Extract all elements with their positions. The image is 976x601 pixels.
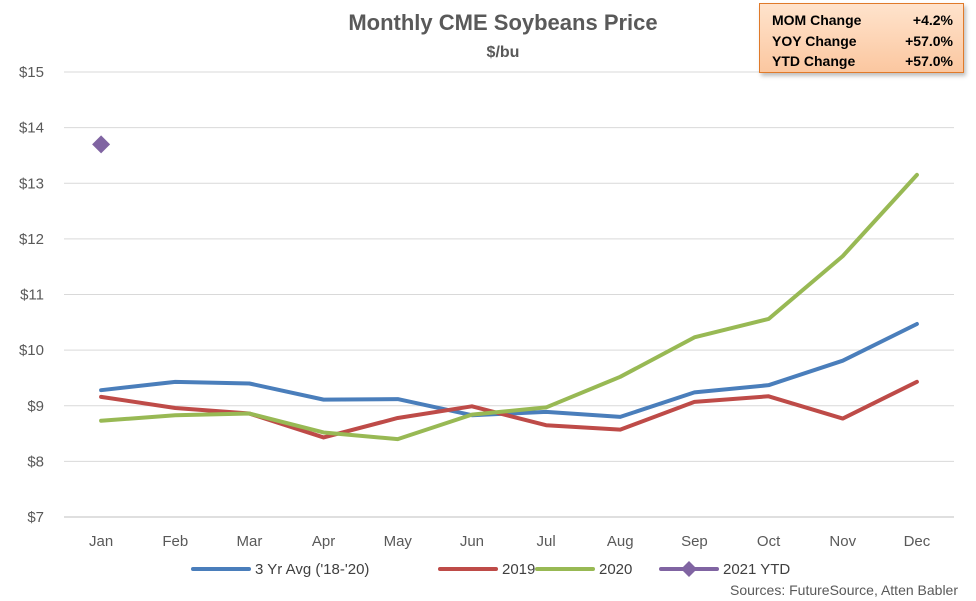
series-line-2 <box>99 172 919 442</box>
x-tick-label: Aug <box>607 533 634 550</box>
y-tick-label: $15 <box>19 64 44 81</box>
x-tick-label: Sep <box>681 533 708 550</box>
x-tick-label: Jan <box>89 533 113 550</box>
legend-item: 2020 <box>535 561 632 578</box>
legend-label: 2021 YTD <box>723 561 790 578</box>
chart-subtitle: $/bu <box>487 44 520 61</box>
x-tick-label: Jun <box>460 533 484 550</box>
series-line-0 <box>99 321 919 419</box>
stat-label: MOM Change <box>772 12 862 28</box>
x-tick-label: May <box>384 533 413 550</box>
series-lines <box>92 135 919 442</box>
stat-label: YTD Change <box>772 53 856 69</box>
stat-value: +4.2% <box>912 12 953 28</box>
series-point-2021-ytd <box>92 135 111 154</box>
y-tick-label: $11 <box>20 287 44 304</box>
y-tick-label: $7 <box>27 509 44 526</box>
stat-row-ytd: YTD Change +57.0% <box>772 51 953 72</box>
y-tick-label: $12 <box>19 231 44 248</box>
y-axis: $7 $8 $9 $10 $11 $12 $13 $14 $15 <box>19 64 44 526</box>
legend-label: 2019 <box>502 561 535 578</box>
change-summary-box: MOM Change +4.2% YOY Change +57.0% YTD C… <box>759 3 964 73</box>
legend-item: 3 Yr Avg ('18-'20) <box>191 561 369 578</box>
stat-label: YOY Change <box>772 32 857 49</box>
legend-diamond <box>681 561 697 577</box>
legend-label: 3 Yr Avg ('18-'20) <box>255 561 369 578</box>
y-tick-label: $13 <box>19 175 44 192</box>
gridlines <box>64 71 954 518</box>
stat-value: +57.0% <box>905 53 953 69</box>
x-axis: Jan Feb Mar Apr May Jun Jul Aug Sep Oct Nov Dec <box>89 533 931 550</box>
chart-title: Monthly CME Soybeans Price <box>348 10 657 35</box>
x-tick-label: Apr <box>312 533 335 550</box>
source-note: Sources: FutureSource, Atten Babler <box>730 582 958 598</box>
x-tick-label: Dec <box>904 533 931 550</box>
y-tick-label: $10 <box>19 342 44 359</box>
stat-row-mom: MOM Change +4.2% <box>772 10 953 31</box>
y-tick-label: $9 <box>27 398 44 415</box>
legend-item: 2021 YTD <box>659 561 790 578</box>
x-tick-label: Feb <box>162 533 188 550</box>
legend-label: 2020 <box>599 561 632 578</box>
x-tick-label: Oct <box>757 533 781 550</box>
y-tick-label: $14 <box>19 120 44 137</box>
x-tick-label: Nov <box>829 533 856 550</box>
stat-value: +57.0% <box>905 32 953 49</box>
x-tick-label: Jul <box>536 533 555 550</box>
legend: 3 Yr Avg ('18-'20) 2019 2020 2021 YTD <box>191 561 790 578</box>
x-tick-label: Mar <box>236 533 262 550</box>
y-tick-label: $8 <box>27 453 44 470</box>
stat-row-yoy: YOY Change +57.0% <box>772 31 953 52</box>
legend-item: 2019 <box>438 561 535 578</box>
